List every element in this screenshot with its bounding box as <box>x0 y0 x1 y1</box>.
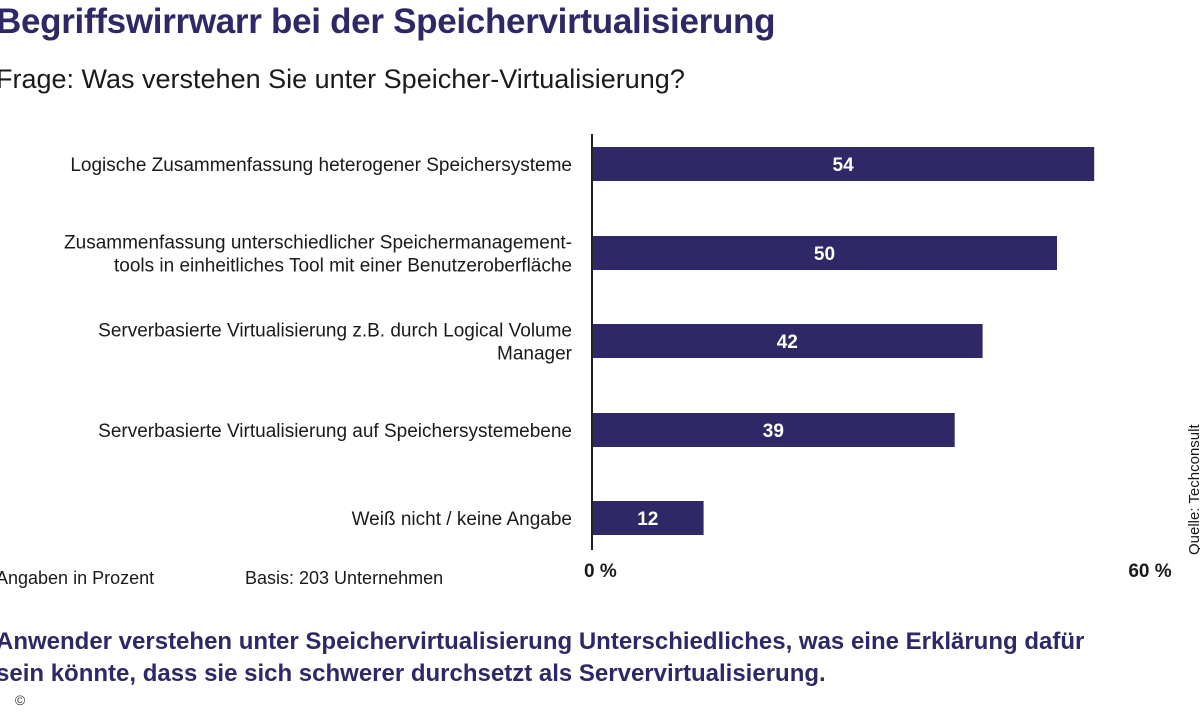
category-label-5: Weiß nicht / keine Angabe <box>352 509 572 530</box>
chart-title: Begriffswirrwarr bei der Speichervirtual… <box>0 2 776 41</box>
value-label-4: 39 <box>763 421 784 442</box>
category-label-2-line-1: Zusammenfassung unterschiedlicher Speich… <box>64 233 572 254</box>
bar-1 <box>592 147 1095 181</box>
unit-note: Angaben in Prozent <box>0 568 155 588</box>
bar-chart: 54 Logische Zusammenfassung heterogener S… <box>64 134 1172 580</box>
conclusion-text: Anwender verstehen unter Speichervirtual… <box>0 626 1200 690</box>
copyright-icon: © <box>14 692 26 708</box>
category-label-2-line-2: tools in einheitliches Tool mit einer Be… <box>114 256 572 277</box>
conclusion-line-2: sein könnte, dass sie sich schwerer durc… <box>0 660 826 687</box>
category-label-1: Logische Zusammenfassung heterogener Spe… <box>70 155 572 176</box>
value-label-1: 54 <box>833 155 855 176</box>
chart-subtitle: Frage: Was verstehen Sie unter Speicher-… <box>0 64 685 94</box>
x-tick-label-1: 0 % <box>584 561 617 580</box>
value-label-5: 12 <box>637 509 658 530</box>
bar-2 <box>592 236 1057 270</box>
category-label-4: Serverbasierte Virtualisierung auf Speic… <box>98 421 572 442</box>
x-tick-label-2: 60 % <box>1128 561 1171 580</box>
source-text: Quelle: Techconsult <box>1186 424 1200 555</box>
bar-4 <box>592 413 955 447</box>
bar-3 <box>592 324 983 358</box>
bars-layer: 54 Logische Zusammenfassung heterogener S… <box>64 147 1095 535</box>
x-ticks-layer: 0 % 60 % <box>584 561 1172 580</box>
category-label-3-line-1: Serverbasierte Virtualisierung z.B. durc… <box>98 321 572 342</box>
bar-5 <box>592 501 704 535</box>
conclusion-line-1: Anwender verstehen unter Speichervirtual… <box>0 628 1085 655</box>
base-note: Basis: 203 Unternehmen <box>245 568 444 588</box>
source-note: Quelle: Techconsult <box>1186 390 1200 555</box>
category-label-3-line-2: Manager <box>497 344 573 365</box>
value-label-2: 50 <box>814 244 835 265</box>
value-label-3: 42 <box>777 332 798 353</box>
